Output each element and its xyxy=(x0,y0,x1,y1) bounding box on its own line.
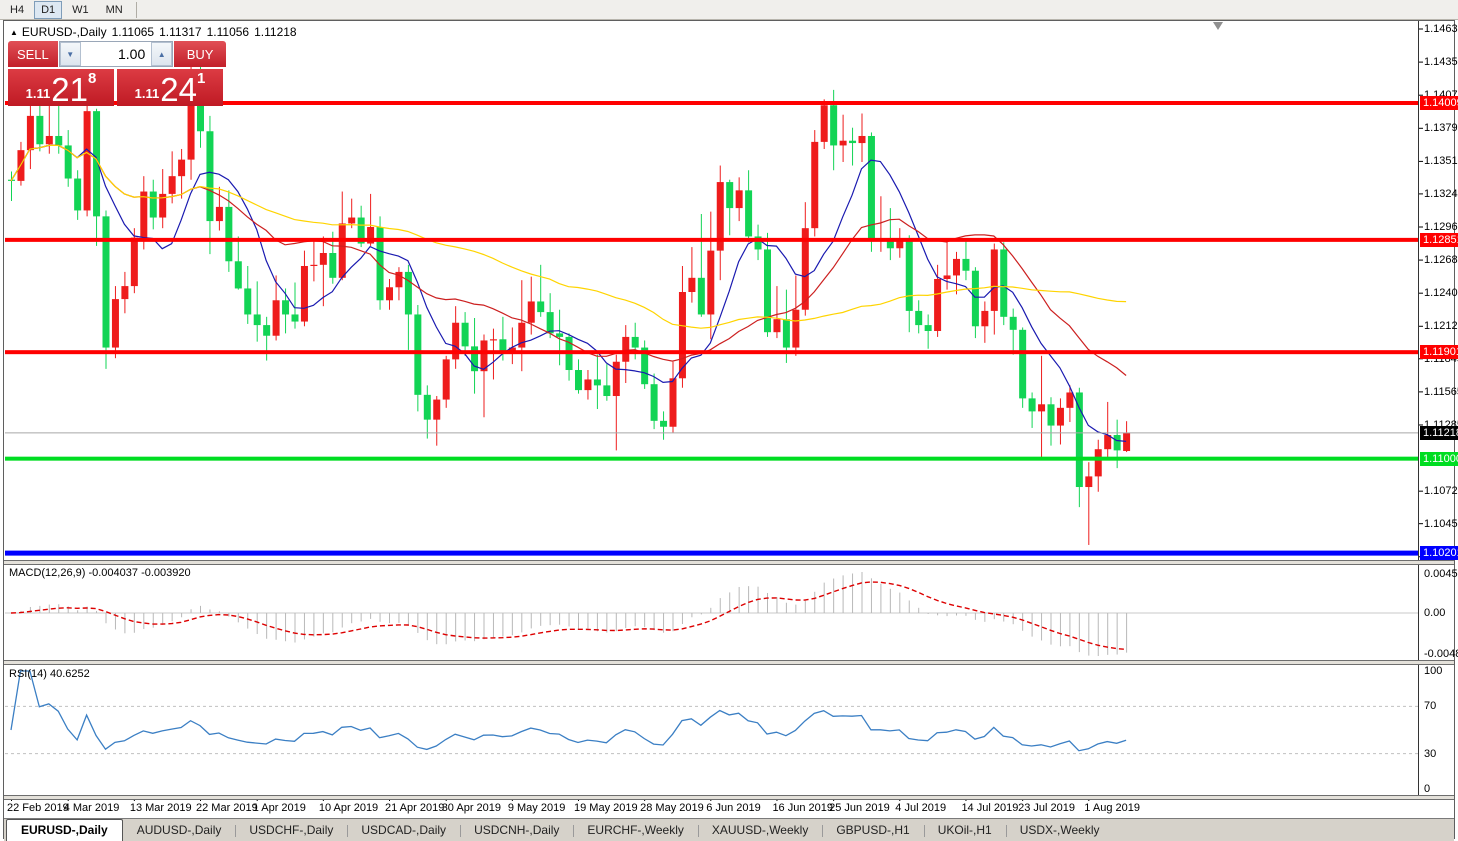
ohlc-close: 1.11218 xyxy=(254,25,297,39)
tab-usdcnh-daily[interactable]: USDCNH-,Daily xyxy=(460,820,573,841)
buy-price-pips: 24 xyxy=(160,71,197,108)
tab-gbpusd-h1[interactable]: GBPUSD-,H1 xyxy=(822,820,923,841)
macd-axis-zero: 0.00 xyxy=(1424,606,1446,619)
price-axis-label: 1.13795 xyxy=(1424,122,1458,135)
price-axis-label: 1.11565 xyxy=(1424,385,1458,398)
macd-axis-max: 0.004517 xyxy=(1424,568,1458,580)
toolbar-separator xyxy=(135,1,137,18)
date-axis-label: 16 Jun 2019 xyxy=(772,802,833,814)
one-click-trading-widget: SELL ▼ 1.00 ▲ BUY 1.11 21 8 1.11 24 1 xyxy=(8,41,226,106)
buy-price-base: 1.11 xyxy=(134,86,160,101)
macd-panel-splitter[interactable] xyxy=(4,560,1454,565)
ohlc-high: 1.11317 xyxy=(159,25,202,39)
rsi-label: RSI(14) 40.6252 xyxy=(9,668,90,680)
chart-symbol-title: EURUSD-,Daily xyxy=(21,25,107,39)
sell-price-base: 1.11 xyxy=(25,86,51,101)
macd-label: MACD(12,26,9) -0.004037 -0.003920 xyxy=(9,567,191,579)
ohlc-open: 1.11065 xyxy=(111,25,155,39)
date-axis-label: 1 Aug 2019 xyxy=(1084,802,1140,814)
tab-xauusd-weekly[interactable]: XAUUSD-,Weekly xyxy=(697,820,822,841)
collapse-icon[interactable]: ▲ xyxy=(10,28,18,37)
rsi-axis-label: 100 xyxy=(1424,665,1443,677)
buy-price-pipette: 1 xyxy=(196,70,206,87)
ohlc-low: 1.11056 xyxy=(206,25,250,39)
timeframe-h4-button[interactable]: H4 xyxy=(10,3,25,16)
rsi-axis-label: 0 xyxy=(1424,783,1431,795)
buy-button[interactable]: BUY xyxy=(174,41,226,67)
tab-eurusd-daily[interactable]: EURUSD-,Daily xyxy=(6,819,123,841)
candlesticks-layer xyxy=(8,47,1131,545)
tab-usdchf-daily[interactable]: USDCHF-,Daily xyxy=(235,820,347,841)
date-axis-label: 25 Jun 2019 xyxy=(829,802,890,814)
price-line-tag: 1.14009 xyxy=(1420,96,1458,110)
rsi-axis-label: 30 xyxy=(1424,747,1437,760)
price-axis-label: 1.13515 xyxy=(1424,155,1458,168)
tab-usdx-weekly[interactable]: USDX-,Weekly xyxy=(1005,820,1114,841)
price-line-tag: 1.11000 xyxy=(1420,451,1458,466)
date-axis-label: 22 Mar 2019 xyxy=(196,802,258,814)
volume-stepper: ▼ 1.00 ▲ xyxy=(58,41,174,67)
sell-price-pips: 21 xyxy=(51,71,88,108)
timeframe-w1-button[interactable]: W1 xyxy=(72,3,89,16)
macd-histogram xyxy=(20,572,1128,656)
buy-price-panel[interactable]: 1.11 24 1 xyxy=(117,69,223,106)
date-axis-label: 22 Feb 2019 xyxy=(7,802,69,814)
timeframe-mn-button[interactable]: MN xyxy=(105,3,123,16)
tab-audusd-daily[interactable]: AUDUSD-,Daily xyxy=(136,823,222,837)
rsi-panel-splitter[interactable] xyxy=(4,660,1454,665)
chart-window[interactable] xyxy=(3,20,1455,839)
date-axis-label: 21 Apr 2019 xyxy=(385,802,445,814)
date-axis-label: 4 Mar 2019 xyxy=(63,802,120,814)
date-axis-label: 4 Jul 2019 xyxy=(895,802,947,814)
price-axis-label: 1.10450 xyxy=(1424,517,1458,530)
price-axis-label: 1.14635 xyxy=(1424,23,1458,35)
date-axis-label: 28 May 2019 xyxy=(640,802,704,814)
price-axis-label: 1.10725 xyxy=(1424,485,1458,498)
rsi-line xyxy=(10,670,1127,752)
chart-header: ▲ EURUSD-,Daily 1.11065 1.11317 1.11056 1.112… xyxy=(10,25,297,39)
chart-tab-bar: EURUSD-,Daily AUDUSD-,Daily USDCHF-,Dail… xyxy=(4,818,1454,841)
price-axis-label: 1.12120 xyxy=(1424,320,1458,333)
price-axis-label: 1.12400 xyxy=(1424,287,1458,300)
tab-usdcad-daily[interactable]: USDCAD-,Daily xyxy=(347,820,460,841)
volume-decrease-icon[interactable]: ▼ xyxy=(59,42,81,66)
price-axis-label: 1.14355 xyxy=(1424,56,1458,69)
date-axis-label: 6 Jun 2019 xyxy=(706,802,761,814)
sell-price-pipette: 8 xyxy=(87,70,97,87)
date-axis-label: 14 Jul 2019 xyxy=(961,802,1019,814)
macd-axis-min: -0.00480 xyxy=(1424,648,1458,660)
moving-average-lines xyxy=(10,144,1127,442)
date-axis-label: 10 Apr 2019 xyxy=(318,802,379,814)
date-axis-label: 30 Apr 2019 xyxy=(441,802,502,814)
rsi-axis-label: 70 xyxy=(1424,700,1437,713)
tab-eurchf-weekly[interactable]: EURCHF-,Weekly xyxy=(573,820,697,841)
support-resistance-lines xyxy=(5,101,1418,556)
sell-price-panel[interactable]: 1.11 21 8 xyxy=(8,69,114,106)
date-axis-label: 13 Mar 2019 xyxy=(129,802,192,814)
volume-input[interactable]: 1.00 xyxy=(117,46,146,62)
sell-button[interactable]: SELL xyxy=(8,41,58,67)
current-price-tag: 1.11218 xyxy=(1420,425,1458,440)
timeframe-d1-button[interactable]: D1 xyxy=(34,0,63,19)
volume-increase-icon[interactable]: ▲ xyxy=(151,42,173,66)
date-axis-label: 9 May 2019 xyxy=(507,802,566,814)
tab-ukoil-h1[interactable]: UKOil-,H1 xyxy=(923,820,1006,841)
date-axis-splitter xyxy=(4,795,1454,800)
price-axis-label: 1.12680 xyxy=(1424,254,1458,267)
price-axis-label: 1.12960 xyxy=(1424,220,1458,233)
price-axis-label: 1.13240 xyxy=(1424,187,1458,200)
timeframe-toolbar: H4 D1 W1 MN xyxy=(0,0,1458,20)
date-axis-label: 23 Jul 2019 xyxy=(1018,802,1076,814)
date-axis-label: 19 May 2019 xyxy=(574,802,638,814)
date-axis-label: 1 Apr 2019 xyxy=(252,802,306,814)
chart-shift-marker-icon xyxy=(1213,22,1223,30)
